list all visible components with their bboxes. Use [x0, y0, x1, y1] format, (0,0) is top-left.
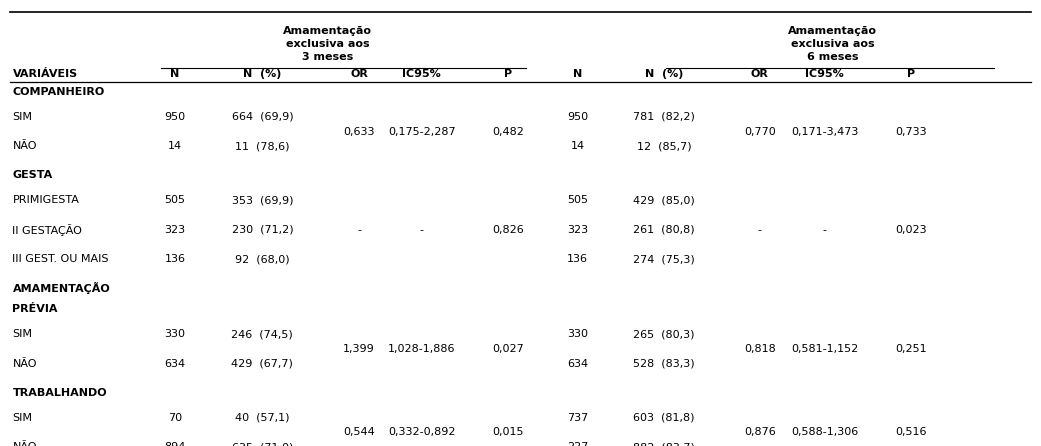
Text: 246  (74,5): 246 (74,5) [231, 329, 294, 339]
Text: 0,171-3,473: 0,171-3,473 [791, 127, 858, 136]
Text: 0,818: 0,818 [744, 344, 776, 354]
Text: N: N [171, 69, 179, 78]
Text: -: - [758, 225, 762, 235]
Text: II GESTAÇÃO: II GESTAÇÃO [12, 224, 82, 235]
Text: 136: 136 [567, 254, 588, 264]
Text: P: P [504, 69, 512, 78]
Text: 274  (75,3): 274 (75,3) [633, 254, 695, 264]
Text: 330: 330 [164, 329, 185, 339]
Text: NÃO: NÃO [12, 141, 37, 151]
Text: exclusiva aos: exclusiva aos [791, 39, 874, 49]
Text: SIM: SIM [12, 112, 32, 122]
Text: 230  (71,2): 230 (71,2) [231, 225, 294, 235]
Text: 0,251: 0,251 [895, 344, 926, 354]
Text: 353  (69,9): 353 (69,9) [231, 195, 294, 205]
Text: 0,332-0,892: 0,332-0,892 [388, 427, 455, 438]
Text: 0,826: 0,826 [492, 225, 524, 235]
Text: GESTA: GESTA [12, 170, 53, 180]
Text: 505: 505 [164, 195, 185, 205]
Text: VARIÁVEIS: VARIÁVEIS [12, 69, 78, 78]
Text: 950: 950 [164, 112, 185, 122]
Text: 429  (85,0): 429 (85,0) [633, 195, 695, 205]
Text: 950: 950 [567, 112, 588, 122]
Text: 0,516: 0,516 [895, 427, 926, 438]
Text: 0,015: 0,015 [492, 427, 524, 438]
Text: 6 meses: 6 meses [807, 52, 859, 62]
Text: 0,633: 0,633 [344, 127, 375, 136]
Text: 894: 894 [164, 442, 185, 446]
Text: 664  (69,9): 664 (69,9) [231, 112, 294, 122]
Text: 0,482: 0,482 [492, 127, 524, 136]
Text: 0,588-1,306: 0,588-1,306 [791, 427, 858, 438]
Text: Amamentação: Amamentação [788, 25, 878, 36]
Text: P: P [907, 69, 915, 78]
Text: 330: 330 [567, 329, 588, 339]
Text: N  (%): N (%) [645, 69, 683, 78]
Text: 136: 136 [164, 254, 185, 264]
Text: 0,027: 0,027 [492, 344, 524, 354]
Text: 882  (83,7): 882 (83,7) [633, 442, 695, 446]
Text: 14: 14 [168, 141, 182, 151]
Text: -: - [822, 225, 827, 235]
Text: PRIMIGESTA: PRIMIGESTA [12, 195, 79, 205]
Text: 0,175-2,287: 0,175-2,287 [388, 127, 455, 136]
Text: 323: 323 [567, 225, 588, 235]
Text: N  (%): N (%) [244, 69, 281, 78]
Text: 635  (71,0): 635 (71,0) [232, 442, 293, 446]
Text: 528  (83,3): 528 (83,3) [633, 359, 695, 369]
Text: -: - [420, 225, 424, 235]
Text: Amamentação: Amamentação [283, 25, 373, 36]
Text: NÃO: NÃO [12, 359, 37, 369]
Text: SIM: SIM [12, 329, 32, 339]
Text: 261  (80,8): 261 (80,8) [633, 225, 695, 235]
Text: OR: OR [751, 69, 769, 78]
Text: COMPANHEIRO: COMPANHEIRO [12, 87, 105, 97]
Text: PRÉVIA: PRÉVIA [12, 304, 58, 314]
Text: IC95%: IC95% [402, 69, 441, 78]
Text: 92  (68,0): 92 (68,0) [235, 254, 289, 264]
Text: IC95%: IC95% [805, 69, 844, 78]
Text: AMAMENTAÇÃO: AMAMENTAÇÃO [12, 282, 110, 294]
Text: 11  (78,6): 11 (78,6) [235, 141, 289, 151]
Text: 603  (81,8): 603 (81,8) [633, 413, 695, 423]
Text: 70: 70 [168, 413, 182, 423]
Text: 40  (57,1): 40 (57,1) [235, 413, 289, 423]
Text: 14: 14 [570, 141, 585, 151]
Text: III GEST. OU MAIS: III GEST. OU MAIS [12, 254, 109, 264]
Text: 505: 505 [567, 195, 588, 205]
Text: 0,581-1,152: 0,581-1,152 [791, 344, 858, 354]
Text: exclusiva aos: exclusiva aos [286, 39, 370, 49]
Text: NÃO: NÃO [12, 442, 37, 446]
Text: 634: 634 [164, 359, 185, 369]
Text: 634: 634 [567, 359, 588, 369]
Text: 1,028-1,886: 1,028-1,886 [388, 344, 455, 354]
Text: 0,023: 0,023 [895, 225, 926, 235]
Text: -: - [357, 225, 361, 235]
Text: 0,733: 0,733 [895, 127, 926, 136]
Text: 3 meses: 3 meses [302, 52, 354, 62]
Text: OR: OR [350, 69, 369, 78]
Text: 323: 323 [164, 225, 185, 235]
Text: 12  (85,7): 12 (85,7) [637, 141, 691, 151]
Text: 781  (82,2): 781 (82,2) [633, 112, 695, 122]
Text: 1,399: 1,399 [344, 344, 375, 354]
Text: 0,544: 0,544 [344, 427, 375, 438]
Text: 0,876: 0,876 [744, 427, 776, 438]
Text: N: N [574, 69, 582, 78]
Text: 429  (67,7): 429 (67,7) [231, 359, 294, 369]
Text: SIM: SIM [12, 413, 32, 423]
Text: 0,770: 0,770 [744, 127, 776, 136]
Text: 227: 227 [567, 442, 588, 446]
Text: 265  (80,3): 265 (80,3) [633, 329, 695, 339]
Text: TRABALHANDO: TRABALHANDO [12, 388, 107, 398]
Text: 737: 737 [567, 413, 588, 423]
